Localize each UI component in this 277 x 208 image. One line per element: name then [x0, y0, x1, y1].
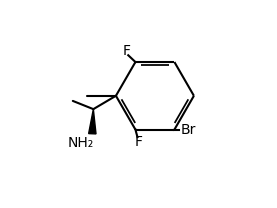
Polygon shape	[89, 109, 96, 134]
Text: NH₂: NH₂	[68, 136, 94, 150]
Text: F: F	[122, 44, 130, 58]
Text: Br: Br	[181, 123, 196, 137]
Text: F: F	[135, 135, 142, 149]
